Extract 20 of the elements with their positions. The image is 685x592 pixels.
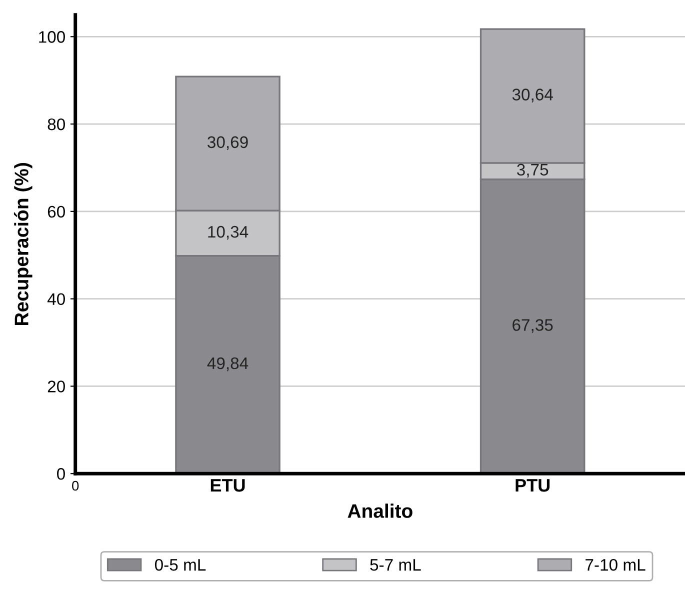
y-tick-label: 80 (48, 118, 65, 130)
x-tick-label: ETU (210, 479, 245, 492)
y-axis-title: Recuperación (%) (14, 163, 32, 326)
y-tick-label: 20 (48, 380, 65, 392)
y-tick-label: 40 (47, 293, 65, 306)
x-tick-label: PTU (516, 479, 550, 492)
data-label: 67,35 (512, 319, 553, 333)
data-label: 30,69 (208, 136, 248, 150)
text: 0 (72, 480, 79, 491)
data-label: 30,64 (512, 88, 553, 102)
data-label: 10,34 (208, 226, 248, 240)
y-tick-label: 0 (57, 468, 65, 480)
data-label: 49,84 (207, 357, 248, 372)
legend-label: 7-10 mL (586, 558, 646, 571)
y-tick-label: 60 (48, 206, 65, 218)
legend-label: 0-5 mL (154, 558, 206, 571)
data-label: 3,75 (517, 164, 548, 178)
x-axis-title: Analito (348, 504, 412, 518)
y-tick-label: 100 (39, 31, 65, 43)
legend-label: 5-7 mL (370, 559, 421, 571)
